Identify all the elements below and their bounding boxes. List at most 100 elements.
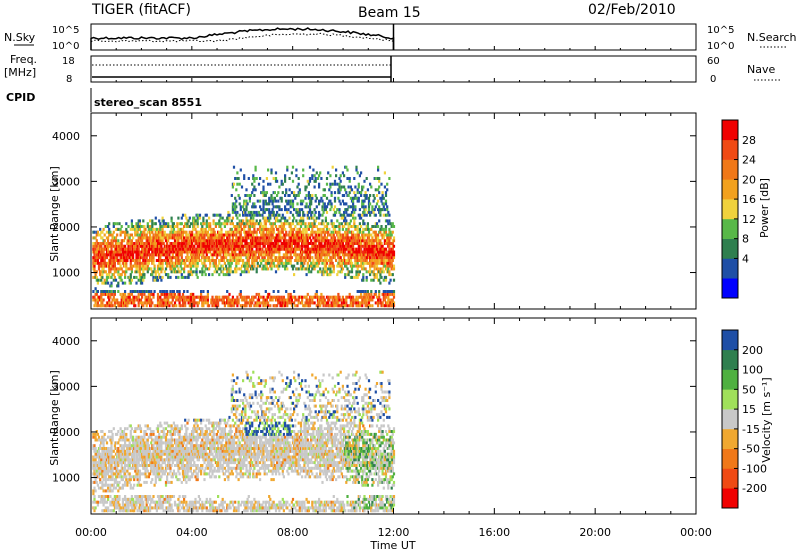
range-gate-cell [268,253,271,257]
range-gate-cell [232,233,236,237]
range-gate-cell [111,292,114,296]
range-gate-cell [117,244,120,248]
range-gate-cell [380,182,383,186]
range-gate-cell [321,205,324,209]
range-gate-cell [354,227,357,231]
range-gate-cell [356,261,359,265]
range-gate-cell [375,259,379,262]
range-gate-cell [267,301,270,305]
range-gate-cell [367,230,371,234]
range-gate-cell [134,290,137,293]
range-gate-cell [101,290,104,293]
range-gate-cell [253,194,256,197]
range-gate-cell [128,256,131,260]
range-gate-cell [262,216,265,220]
range-gate-cell [102,489,105,493]
range-gate-cell [299,216,303,220]
range-gate-cell [381,233,384,237]
range-gate-cell [126,304,129,308]
range-gate-cell [142,225,145,228]
range-gate-cell [147,261,150,265]
range-gate-cell [345,295,348,299]
range-gate-cell [348,213,351,217]
range-gate-cell [176,233,179,237]
range-gate-cell [257,298,261,302]
range-gate-cell [183,225,186,228]
range-gate-cell [93,475,96,479]
range-gate-cell [203,236,206,240]
range-gate-cell [144,259,147,262]
range-gate-cell [259,199,262,203]
range-gate-cell [323,188,326,192]
range-gate-cell [293,290,296,293]
range-gate-cell [228,213,231,217]
range-gate-cell [306,213,309,217]
range-gate-cell [353,275,356,279]
range-gate-cell [265,247,268,251]
range-gate-cell [388,242,391,245]
range-gate-cell [203,259,206,262]
range-gate-cell [389,236,392,240]
range-gate-cell [320,292,323,296]
range-gate-cell [114,466,118,470]
range-gate-cell [209,261,212,265]
range-gate-cell [256,227,259,231]
range-gate-cell [179,264,182,268]
range-gate-cell [111,489,114,493]
range-gate-cell [147,292,150,296]
range-gate-cell [272,236,275,240]
range-gate-cell [325,230,329,234]
range-gate-cell [112,256,115,260]
range-gate-cell [274,213,278,217]
range-gate-cell [391,222,394,226]
range-gate-cell [276,259,279,262]
range-gate-cell [249,244,253,248]
range-gate-cell [301,298,304,302]
range-gate-cell [176,259,179,262]
range-gate-cell [220,298,223,302]
range-gate-cell [249,222,253,226]
range-gate-cell [173,244,177,248]
range-gate-cell [344,216,347,220]
range-gate-cell [228,247,231,251]
range-gate-cell [133,301,136,305]
range-gate-cell [305,247,308,251]
range-gate-cell [260,261,263,265]
range-gate-cell [142,278,145,282]
range-gate-cell [232,244,236,248]
range-gate-cell [360,247,363,251]
range-gate-cell [136,298,139,302]
range-gate-cell [284,219,287,223]
range-gate-cell [267,256,270,260]
range-gate-cell [139,230,143,234]
range-gate-cell [95,250,98,254]
range-gate-cell [117,250,120,254]
range-gate-cell [337,188,340,192]
range-gate-cell [356,225,359,228]
range-gate-cell [103,509,106,513]
range-gate-cell [254,165,257,169]
range-gate-cell [100,247,103,251]
range-gate-cell [360,191,363,195]
range-gate-cell [332,247,335,251]
range-gate-cell [247,250,250,254]
range-gate-cell [293,301,296,305]
range-gate-cell [374,239,377,243]
range-gate-cell [251,253,254,257]
range-gate-cell [218,253,221,257]
range-gate-cell [243,225,246,228]
range-gate-cell [352,256,355,260]
range-gate-cell [201,295,204,299]
range-gate-cell [387,210,390,214]
range-gate-cell [156,236,160,240]
range-gate-cell [108,452,111,456]
range-gate-cell [196,247,199,251]
range-gate-cell [180,261,183,265]
range-gate-cell [252,236,255,240]
range-gate-cell [293,239,296,243]
range-gate-cell [360,242,363,245]
range-gate-cell [129,227,132,231]
range-gate-cell [179,259,182,262]
range-gate-cell [189,264,192,268]
range-gate-cell [149,253,152,257]
